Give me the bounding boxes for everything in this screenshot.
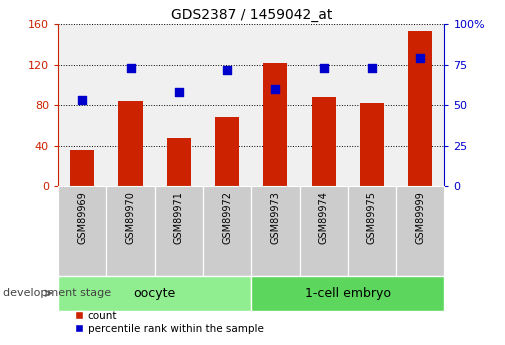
Point [416, 56, 424, 61]
Bar [251, 276, 444, 310]
Text: development stage: development stage [3, 288, 111, 298]
Legend: count, percentile rank within the sample: count, percentile rank within the sample [71, 307, 268, 338]
Point [320, 65, 328, 71]
Point [126, 65, 134, 71]
Text: 1-cell embryo: 1-cell embryo [305, 287, 391, 300]
Point [175, 89, 183, 95]
Bar [155, 186, 203, 276]
Bar [215, 117, 239, 186]
Bar [119, 101, 142, 186]
Text: GSM89969: GSM89969 [77, 191, 87, 244]
Bar [348, 186, 396, 276]
Bar [251, 186, 299, 276]
Text: GSM89972: GSM89972 [222, 191, 232, 244]
Bar [360, 103, 384, 186]
Bar [263, 63, 287, 186]
Text: GSM89971: GSM89971 [174, 191, 184, 244]
Title: GDS2387 / 1459042_at: GDS2387 / 1459042_at [171, 8, 332, 22]
Bar [58, 186, 107, 276]
Point [78, 98, 86, 103]
Bar [396, 186, 444, 276]
Bar [70, 150, 94, 186]
Bar [312, 97, 336, 186]
Bar [299, 186, 348, 276]
Text: GSM89975: GSM89975 [367, 191, 377, 244]
Bar [107, 186, 155, 276]
Point [223, 67, 231, 72]
Bar [203, 186, 251, 276]
Bar [58, 276, 251, 310]
Point [368, 65, 376, 71]
Bar [167, 138, 191, 186]
Point [271, 86, 279, 92]
Text: GSM89974: GSM89974 [319, 191, 329, 244]
Bar [408, 31, 432, 186]
Text: GSM89999: GSM89999 [415, 191, 425, 244]
Text: GSM89970: GSM89970 [126, 191, 135, 244]
Text: oocyte: oocyte [133, 287, 176, 300]
Text: GSM89973: GSM89973 [270, 191, 280, 244]
